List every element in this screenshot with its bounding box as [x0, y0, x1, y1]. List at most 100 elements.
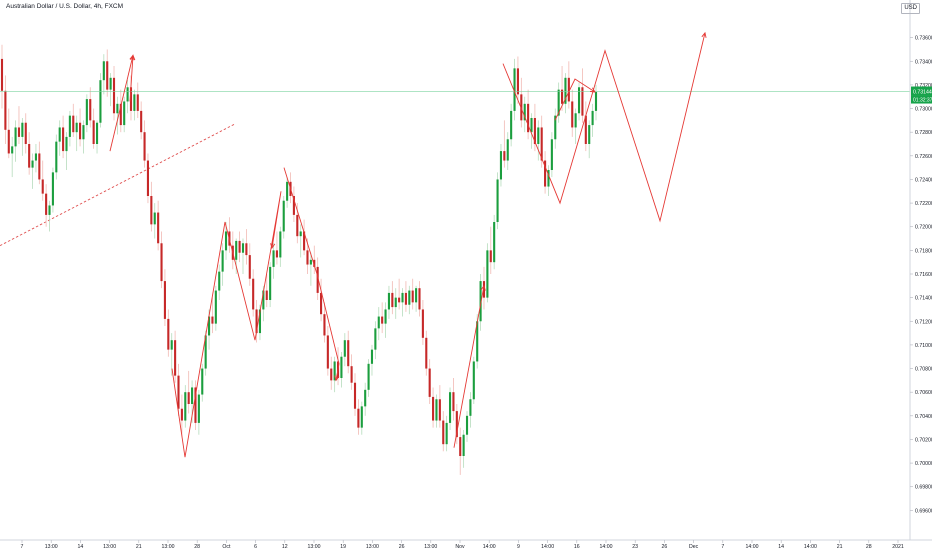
- candle: [465, 411, 469, 442]
- candle-body: [469, 399, 472, 416]
- candle-body: [503, 151, 506, 161]
- candle-body: [24, 122, 27, 144]
- y-tick-label: 0.69600: [915, 508, 932, 514]
- candle-body: [561, 89, 564, 104]
- candle: [448, 387, 452, 430]
- candle: [581, 68, 584, 123]
- candle: [126, 80, 129, 114]
- drawn-arrow[interactable]: [129, 54, 136, 102]
- candle: [554, 108, 557, 149]
- x-tick-label: 13:00: [366, 544, 379, 550]
- candle: [489, 226, 492, 274]
- y-tick-label: 0.71800: [915, 248, 932, 254]
- y-tick-label: 0.70000: [915, 461, 932, 467]
- drawn-arrow[interactable]: [502, 31, 707, 223]
- candle: [163, 269, 166, 326]
- x-tick-label: 19: [340, 544, 346, 550]
- drawn-arrow[interactable]: [554, 78, 596, 121]
- candle-body: [513, 68, 516, 111]
- candle-body: [445, 422, 448, 445]
- candle-body: [82, 125, 85, 140]
- candle: [238, 231, 241, 263]
- candle: [370, 344, 374, 376]
- arrow-path: [283, 167, 340, 381]
- candle-body: [384, 309, 387, 324]
- candle-body: [571, 101, 574, 128]
- candle-body: [588, 125, 591, 144]
- candle-body: [221, 250, 224, 272]
- candle-body: [258, 309, 262, 334]
- candle: [309, 252, 312, 286]
- candle-body: [11, 146, 14, 154]
- candle-body: [99, 80, 102, 123]
- candle: [34, 144, 37, 173]
- candle: [95, 120, 99, 154]
- candle-body: [452, 392, 455, 412]
- drawn-arrow[interactable]: [171, 191, 282, 458]
- candle: [418, 281, 421, 317]
- candle: [391, 281, 394, 315]
- candle-body: [527, 103, 530, 133]
- candle-body: [347, 340, 350, 367]
- candle-body: [262, 290, 265, 310]
- y-tick-label: 0.70200: [915, 437, 932, 443]
- candle: [438, 385, 441, 428]
- candle-body: [326, 335, 329, 369]
- arrow-head: [270, 243, 276, 250]
- candle-body: [316, 266, 319, 293]
- candle: [544, 151, 547, 194]
- candle: [510, 103, 513, 147]
- candle-body: [438, 399, 441, 421]
- candle-body: [106, 61, 109, 90]
- candle: [564, 73, 567, 114]
- candle: [7, 108, 10, 159]
- x-tick-label: 28: [194, 544, 200, 550]
- candle: [255, 300, 258, 343]
- candle-body: [340, 356, 343, 378]
- candle-body: [286, 181, 289, 201]
- candle: [594, 84, 598, 121]
- candle: [51, 167, 54, 213]
- candle: [567, 61, 570, 109]
- candle-body: [353, 382, 357, 409]
- x-tick-label: 6: [254, 544, 257, 550]
- currency-badge[interactable]: USD: [901, 3, 920, 14]
- candle-body: [207, 316, 211, 336]
- x-tick-label: 13:00: [103, 544, 116, 550]
- candle-body: [482, 281, 486, 298]
- candle-body: [306, 250, 309, 265]
- candle: [493, 214, 496, 270]
- arrow-head: [334, 375, 340, 382]
- candle-body: [58, 127, 61, 142]
- drawn-arrow[interactable]: [283, 167, 340, 382]
- candle-body: [411, 290, 414, 303]
- drawn-arrow[interactable]: [453, 284, 486, 448]
- candle: [350, 354, 353, 390]
- x-tick-label: 21: [837, 544, 843, 550]
- candle: [68, 110, 71, 147]
- candle-body: [547, 170, 550, 187]
- candle: [157, 200, 160, 251]
- candle-body: [7, 129, 10, 154]
- candle-body: [255, 309, 258, 334]
- candle-body: [472, 361, 475, 400]
- candle: [201, 363, 204, 402]
- candle: [14, 120, 17, 162]
- candle: [381, 302, 384, 334]
- candle-body: [79, 122, 82, 140]
- candle: [506, 132, 509, 170]
- candle-body: [109, 77, 112, 90]
- candle-body: [75, 122, 78, 133]
- candle-body: [89, 99, 92, 121]
- candle-body: [296, 214, 299, 237]
- candle-body: [435, 399, 438, 421]
- candle-body: [153, 212, 156, 225]
- candle: [533, 103, 536, 152]
- candle-body: [119, 103, 122, 126]
- dashed-trendline[interactable]: [0, 123, 236, 247]
- candle: [499, 144, 503, 187]
- x-tick-label: 2021: [892, 544, 904, 550]
- arrow-head: [589, 87, 596, 93]
